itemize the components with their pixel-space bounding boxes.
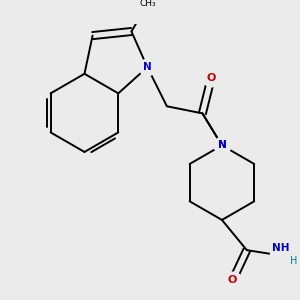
Text: NH: NH [272,243,289,253]
Text: O: O [228,275,237,285]
Text: N: N [218,140,226,150]
Text: N: N [143,62,152,72]
Text: CH₃: CH₃ [139,0,156,8]
Text: N: N [218,140,226,150]
Text: O: O [207,73,216,83]
Text: H: H [290,256,298,266]
